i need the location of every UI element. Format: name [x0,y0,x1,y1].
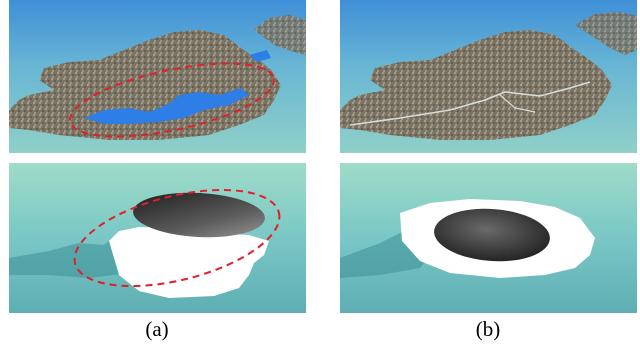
terrain-island [9,30,281,140]
terrain-island [340,30,612,140]
shoreline-seam [349,81,591,126]
lake-artifact [84,88,249,124]
panel-b-top-terrain [340,0,637,153]
panel-a-bottom-crater [9,163,306,313]
highlight-ellipse [69,62,275,138]
crater-pit [434,208,550,262]
highlight-ellipse [73,188,281,288]
caption-a: (a) [145,317,169,341]
caption-b: (b) [475,317,501,341]
panel-b-bottom-crater [340,163,637,313]
panel-a-top-terrain [9,0,306,153]
crater-pit [133,192,265,238]
snow-cap-artifact [109,227,269,298]
